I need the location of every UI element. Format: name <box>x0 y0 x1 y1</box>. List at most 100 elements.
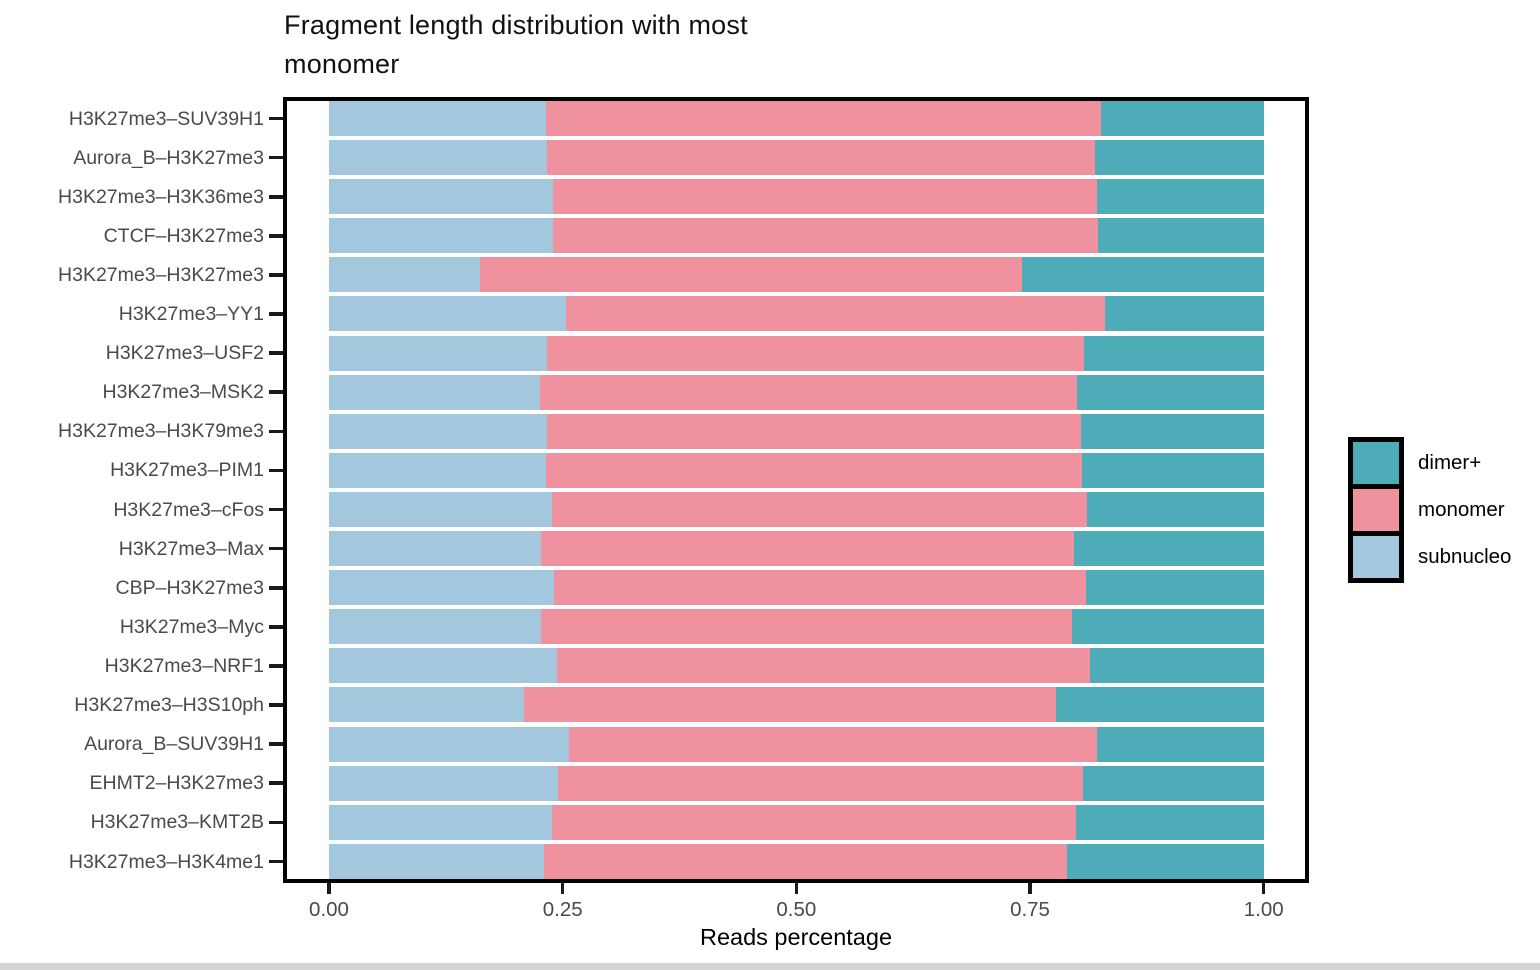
chart-title: Fragment length distribution with most m… <box>284 10 748 79</box>
x-axis-tick <box>1028 883 1032 894</box>
y-axis-label: EHMT2–H3K27me3 <box>89 772 265 795</box>
bar-segment-subnucleo <box>329 765 559 801</box>
bar-row <box>329 257 1264 293</box>
y-axis-label: H3K27me3–USF2 <box>105 342 264 365</box>
x-axis-tick-label: 0.50 <box>776 898 817 921</box>
bar-row <box>329 452 1264 488</box>
y-axis-tick <box>269 273 283 277</box>
y-axis-label: Aurora_B–H3K27me3 <box>73 146 264 169</box>
bar-segment-monomer <box>553 218 1098 254</box>
y-axis-label: H3K27me3–Myc <box>119 615 264 638</box>
x-axis-tick <box>560 883 565 894</box>
y-axis-label: H3K27me3–H3K79me3 <box>58 420 264 443</box>
x-axis-tick-label: 1.00 <box>1243 898 1284 921</box>
bar-segment-dimer <box>1084 335 1264 371</box>
y-axis-label: H3K27me3–H3S10ph <box>74 694 264 717</box>
bar-row <box>329 804 1264 840</box>
y-axis-tick <box>269 625 283 629</box>
x-axis-title: Reads percentage <box>699 924 893 950</box>
bar-segment-subnucleo <box>329 374 541 410</box>
y-axis-tick <box>269 351 283 355</box>
bar-segment-subnucleo <box>329 570 555 606</box>
y-axis-tick <box>269 507 283 512</box>
bar-segment-monomer <box>558 765 1083 801</box>
bar-segment-monomer <box>557 648 1091 684</box>
bar-row <box>329 218 1264 254</box>
bar-row <box>329 296 1264 332</box>
x-axis-tick-label: 0.25 <box>542 898 583 921</box>
bar-segment-monomer <box>566 296 1106 332</box>
x-axis-tick <box>794 883 799 894</box>
y-axis-label: Aurora_B–SUV39H1 <box>84 733 264 756</box>
x-axis-tick-label: 0.00 <box>309 898 349 921</box>
y-axis-tick <box>269 820 283 825</box>
bar-segment-subnucleo <box>329 687 525 723</box>
bar-segment-monomer <box>540 374 1077 410</box>
bar-segment-dimer <box>1074 531 1264 567</box>
bar-segment-monomer <box>545 101 1102 136</box>
bar-segment-monomer <box>546 335 1085 371</box>
bar-segment-subnucleo <box>329 491 553 527</box>
legend-label: dimer+ <box>1418 451 1482 474</box>
bar-segment-dimer <box>1096 179 1264 215</box>
bars-area <box>329 101 1264 879</box>
bar-segment-monomer <box>552 804 1077 840</box>
y-axis-tick <box>269 312 283 316</box>
bar-segment-monomer <box>569 726 1097 762</box>
bar-segment-monomer <box>541 531 1075 567</box>
y-axis-tick <box>269 194 283 199</box>
bar-segment-subnucleo <box>329 140 547 176</box>
y-axis-label: H3K27me3–H3K36me3 <box>58 185 264 208</box>
bar-row <box>329 570 1264 606</box>
legend-item: monomer <box>1348 484 1511 536</box>
bar-segment-monomer <box>553 179 1097 215</box>
bar-segment-monomer <box>552 491 1088 527</box>
legend: dimer+ monomer subnucleo <box>1348 437 1511 583</box>
bar-segment-dimer <box>1105 296 1264 332</box>
bar-segment-dimer <box>1094 140 1264 176</box>
bar-row <box>329 765 1264 801</box>
y-axis-label: H3K27me3–cFos <box>113 498 264 521</box>
bar-segment-dimer <box>1080 413 1264 449</box>
bar-segment-dimer <box>1090 648 1264 684</box>
bar-segment-subnucleo <box>329 452 546 488</box>
bar-segment-subnucleo <box>329 531 542 567</box>
y-axis-tick <box>269 703 283 707</box>
y-axis-label: H3K27me3–H3K27me3 <box>58 263 264 286</box>
y-axis-tick <box>269 429 283 434</box>
bar-segment-dimer <box>1101 101 1264 136</box>
bar-segment-dimer <box>1096 726 1264 762</box>
bar-segment-subnucleo <box>329 179 554 215</box>
y-axis-label: H3K27me3–MSK2 <box>102 381 264 404</box>
y-axis-label: H3K27me3–KMT2B <box>90 811 264 834</box>
bar-segment-monomer <box>480 257 1022 293</box>
y-axis-tick <box>269 664 283 668</box>
legend-item: subnucleo <box>1348 531 1511 583</box>
bar-segment-monomer <box>545 452 1082 488</box>
y-axis-tick <box>269 116 283 121</box>
bar-segment-monomer <box>524 687 1057 723</box>
bar-segment-subnucleo <box>329 609 542 645</box>
bar-row <box>329 140 1264 176</box>
bar-segment-dimer <box>1086 570 1264 606</box>
legend-item: dimer+ <box>1348 437 1511 489</box>
bar-segment-dimer <box>1021 257 1264 293</box>
y-axis-label: H3K27me3–H3K4me1 <box>68 850 264 873</box>
bar-row <box>329 609 1264 645</box>
legend-label: monomer <box>1418 498 1505 521</box>
bar-row <box>329 179 1264 215</box>
x-axis-tick-label: 0.75 <box>1010 898 1050 921</box>
bar-segment-monomer <box>544 843 1067 879</box>
y-axis-tick <box>269 155 283 160</box>
bar-row <box>329 726 1264 762</box>
bar-segment-monomer <box>541 609 1073 645</box>
bar-row <box>329 101 1264 136</box>
y-axis-label: H3K27me3–NRF1 <box>104 654 264 677</box>
legend-key-subnucleo <box>1348 531 1404 583</box>
bar-segment-dimer <box>1097 218 1264 254</box>
bar-segment-dimer <box>1066 843 1264 879</box>
bar-segment-subnucleo <box>329 101 546 136</box>
bar-row <box>329 335 1264 371</box>
y-axis-tick <box>269 781 283 786</box>
